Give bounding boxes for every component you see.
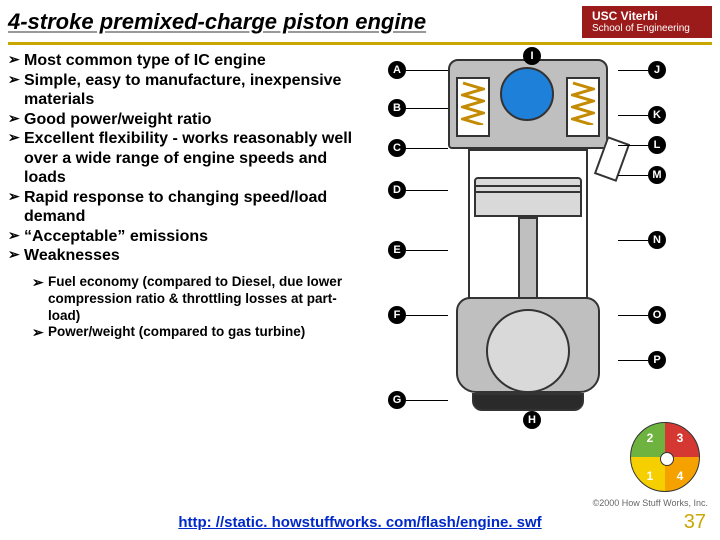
sub-bullet-item: Power/weight (compared to gas turbine) — [32, 324, 354, 341]
callout-label: E — [388, 241, 406, 259]
cycle-wheel: 1 2 3 4 — [630, 422, 700, 492]
bullet-item: Good power/weight ratio — [8, 110, 354, 130]
logo-line2: School of Engineering — [592, 23, 702, 34]
leader-line — [406, 148, 448, 149]
callout-label: N — [648, 231, 666, 249]
callout-label: C — [388, 139, 406, 157]
cycle-num: 4 — [673, 469, 687, 483]
logo-line1: USC Viterbi — [592, 10, 702, 23]
leader-line — [618, 145, 648, 146]
bullet-item: Excellent flexibility - works reasonably… — [8, 129, 354, 188]
bullet-item: “Acceptable” emissions — [8, 227, 354, 247]
sub-bullet-item: Fuel economy (compared to Diesel, due lo… — [32, 274, 354, 325]
leader-line — [406, 70, 448, 71]
leader-line — [406, 108, 448, 109]
bullet-item: Rapid response to changing speed/load de… — [8, 188, 354, 227]
callout-label: A — [388, 61, 406, 79]
leader-line — [618, 240, 648, 241]
intake-port — [500, 67, 554, 121]
leader-line — [618, 315, 648, 316]
page-title: 4-stroke premixed-charge piston engine — [8, 9, 426, 35]
bullet-item: Most common type of IC engine — [8, 51, 354, 71]
crankshaft — [486, 309, 570, 393]
leader-line — [406, 250, 448, 251]
callout-label: M — [648, 166, 666, 184]
callout-label: J — [648, 61, 666, 79]
callout-label: O — [648, 306, 666, 324]
leader-line — [618, 360, 648, 361]
page-number: 37 — [684, 511, 706, 534]
callout-label: L — [648, 136, 666, 154]
bullet-item: Simple, easy to manufacture, inexpensive… — [8, 71, 354, 110]
piston — [474, 177, 582, 217]
usc-logo: USC Viterbi School of Engineering — [582, 6, 712, 38]
bullet-list: Most common type of IC engine Simple, ea… — [8, 51, 358, 451]
cycle-num: 3 — [673, 431, 687, 445]
cycle-num: 1 — [643, 469, 657, 483]
source-link[interactable]: http: //static. howstuffworks. com/flash… — [178, 514, 541, 531]
valve-spring-right — [571, 81, 595, 125]
leader-line — [618, 115, 648, 116]
leader-line — [406, 315, 448, 316]
image-credit: ©2000 How Stuff Works, Inc. — [593, 498, 708, 508]
callout-label: F — [388, 306, 406, 324]
bullet-item: Weaknesses — [8, 246, 354, 266]
valve-spring-left — [461, 81, 485, 125]
callout-label: B — [388, 99, 406, 117]
engine-diagram: ABCDEFGJKLMNOPIH — [358, 51, 698, 451]
connecting-rod — [518, 217, 538, 307]
callout-label: H — [523, 411, 541, 429]
callout-label: P — [648, 351, 666, 369]
callout-label: G — [388, 391, 406, 409]
leader-line — [618, 70, 648, 71]
leader-line — [406, 400, 448, 401]
oil-pan — [472, 393, 584, 411]
leader-line — [406, 190, 448, 191]
callout-label: K — [648, 106, 666, 124]
cycle-num: 2 — [643, 431, 657, 445]
callout-label: D — [388, 181, 406, 199]
title-rule — [8, 42, 712, 45]
leader-line — [618, 175, 648, 176]
